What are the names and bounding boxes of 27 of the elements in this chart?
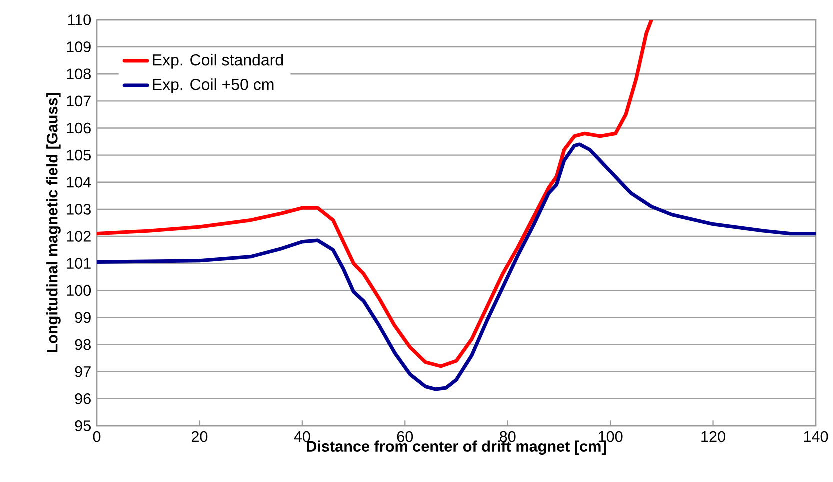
- y-tick-label: 98: [75, 339, 91, 350]
- y-tick-label: 95: [75, 420, 91, 432]
- y-tick-label: 100: [67, 285, 92, 296]
- y-tick-label: 108: [67, 68, 91, 80]
- x-tick-label: 100: [598, 431, 623, 442]
- y-tick-label: 96: [75, 393, 91, 404]
- y-tick-label: 104: [67, 176, 92, 188]
- y-tick-label: 99: [75, 312, 91, 324]
- x-tick-label: 0: [93, 431, 101, 442]
- x-tick-label: 120: [702, 431, 726, 442]
- y-tick-label: 106: [67, 122, 91, 134]
- y-tick-label: 97: [75, 366, 91, 378]
- y-tick-label: 105: [67, 150, 91, 161]
- y-tick-label: 101: [67, 258, 91, 270]
- y-tick-label: 109: [67, 42, 91, 52]
- x-tick-label: 40: [294, 431, 310, 442]
- y-tick-label: 103: [67, 204, 91, 215]
- legend-label: Exp. Coil +50 cm: [153, 78, 274, 94]
- x-tick-label: 20: [192, 431, 208, 442]
- y-axis-title: Longitudinal magnetic field [Gauss]: [46, 94, 61, 352]
- legend-label: Exp. Coil standard: [153, 54, 284, 69]
- y-tick-label: 102: [67, 231, 91, 242]
- y-tick-label: 110: [68, 14, 92, 26]
- x-tick-label: 140: [804, 431, 828, 442]
- x-tick-label: 80: [500, 431, 516, 442]
- y-tick-label: 107: [67, 96, 91, 107]
- x-tick-label: 60: [397, 431, 414, 442]
